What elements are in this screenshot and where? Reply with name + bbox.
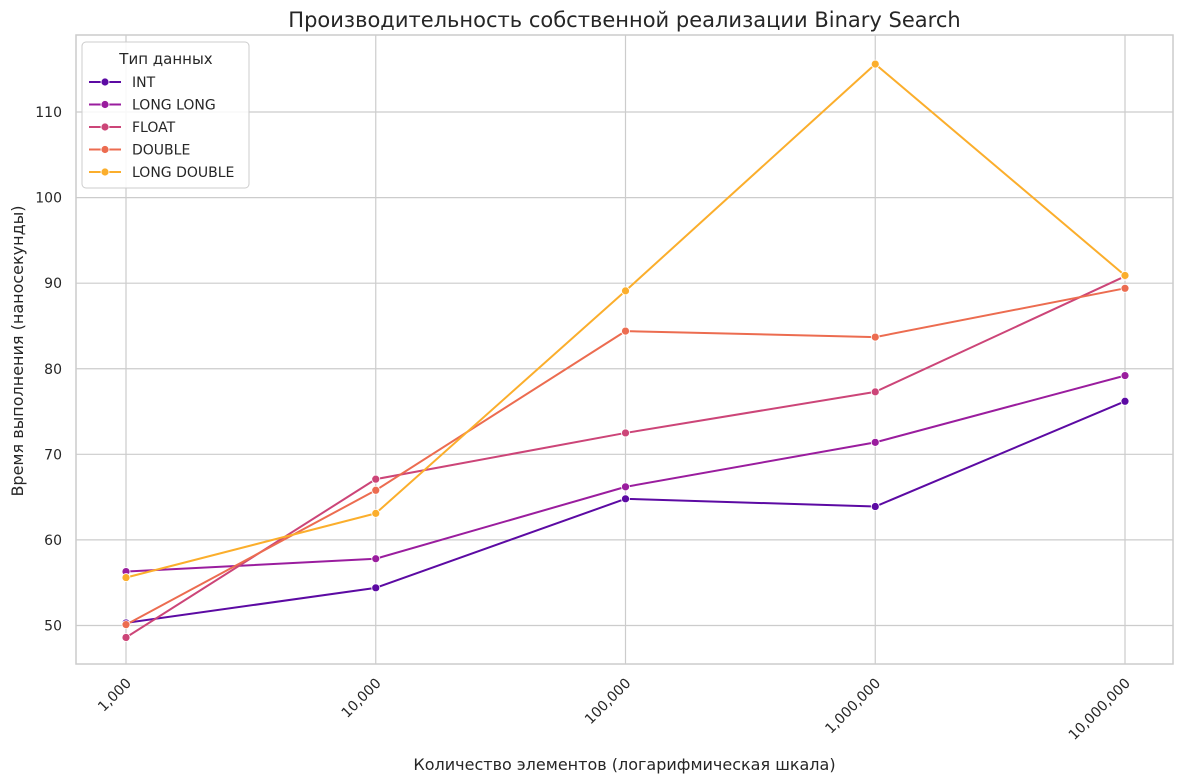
data-point (371, 508, 381, 518)
legend-swatch-marker (100, 167, 110, 177)
legend-items: INT LONG LONG FLOAT DOUBLE LONG DOUBLE (89, 75, 234, 181)
data-point (621, 286, 630, 296)
series-float (121, 271, 1130, 642)
data-point (1120, 371, 1130, 381)
legend-item: DOUBLE (89, 143, 190, 159)
legend-title: Тип данных (118, 50, 213, 68)
series-long-double (121, 59, 1130, 582)
data-point (371, 554, 381, 564)
data-point (1120, 396, 1130, 406)
legend-box (81, 41, 250, 189)
data-point (870, 332, 880, 342)
x-tick-label: 10,000,000 (1066, 676, 1134, 744)
data-point (870, 387, 880, 397)
data-point (121, 633, 131, 642)
data-point (621, 482, 630, 492)
legend-item: INT (89, 75, 156, 91)
plot-frame (75, 34, 1174, 665)
data-point (371, 485, 381, 495)
data-point (1120, 283, 1130, 293)
data-point (371, 583, 381, 593)
legend-swatch-marker (100, 100, 110, 109)
x-tick-label: 1,000,000 (822, 676, 884, 738)
y-tick-label: 70 (44, 447, 62, 463)
data-point (621, 494, 630, 504)
y-tick-label: 100 (35, 191, 62, 207)
legend-label: INT (132, 75, 156, 91)
data-point (870, 437, 880, 447)
y-axis-label: Время выполнения (наносекунды) (8, 205, 27, 496)
grid (76, 35, 1173, 664)
data-point (1120, 271, 1130, 280)
legend-label: LONG DOUBLE (132, 165, 234, 181)
legend-item: LONG LONG (89, 98, 216, 114)
x-tick-label: 10,000 (339, 676, 385, 722)
y-tick-label: 50 (44, 618, 62, 634)
series-long-long (121, 371, 1130, 576)
legend-swatch-marker (100, 145, 110, 154)
legend-label: DOUBLE (132, 143, 190, 159)
legend-item: LONG DOUBLE (89, 165, 234, 181)
ticks: 50 60 70 80 90 100 110 1,000 10,000 100,000 1,000,… (35, 105, 1134, 743)
legend-label: LONG LONG (132, 98, 216, 114)
data-point (621, 428, 630, 438)
data-point (121, 573, 131, 582)
legend-label: FLOAT (132, 120, 176, 136)
series-layer (121, 59, 1130, 642)
legend-swatch-marker (100, 122, 110, 132)
x-tick-label: 1,000 (95, 676, 135, 716)
y-tick-label: 60 (44, 533, 62, 549)
data-point (870, 59, 880, 69)
y-tick-label: 90 (44, 276, 62, 292)
legend-swatch-marker (100, 77, 110, 87)
x-tick-label: 100,000 (582, 676, 634, 728)
legend: Тип данных INT LONG LONG FLOAT DOUBLE LONG D… (81, 41, 250, 189)
x-axis-label: Количество элементов (логарифмическая шк… (413, 755, 835, 774)
y-tick-label: 80 (44, 362, 62, 378)
data-point (121, 620, 131, 630)
data-point (870, 502, 880, 511)
legend-item: FLOAT (89, 120, 176, 136)
chart-title: Производительность собственной реализаци… (288, 8, 960, 32)
y-tick-label: 110 (35, 105, 62, 121)
data-point (371, 474, 381, 484)
data-point (621, 326, 630, 336)
